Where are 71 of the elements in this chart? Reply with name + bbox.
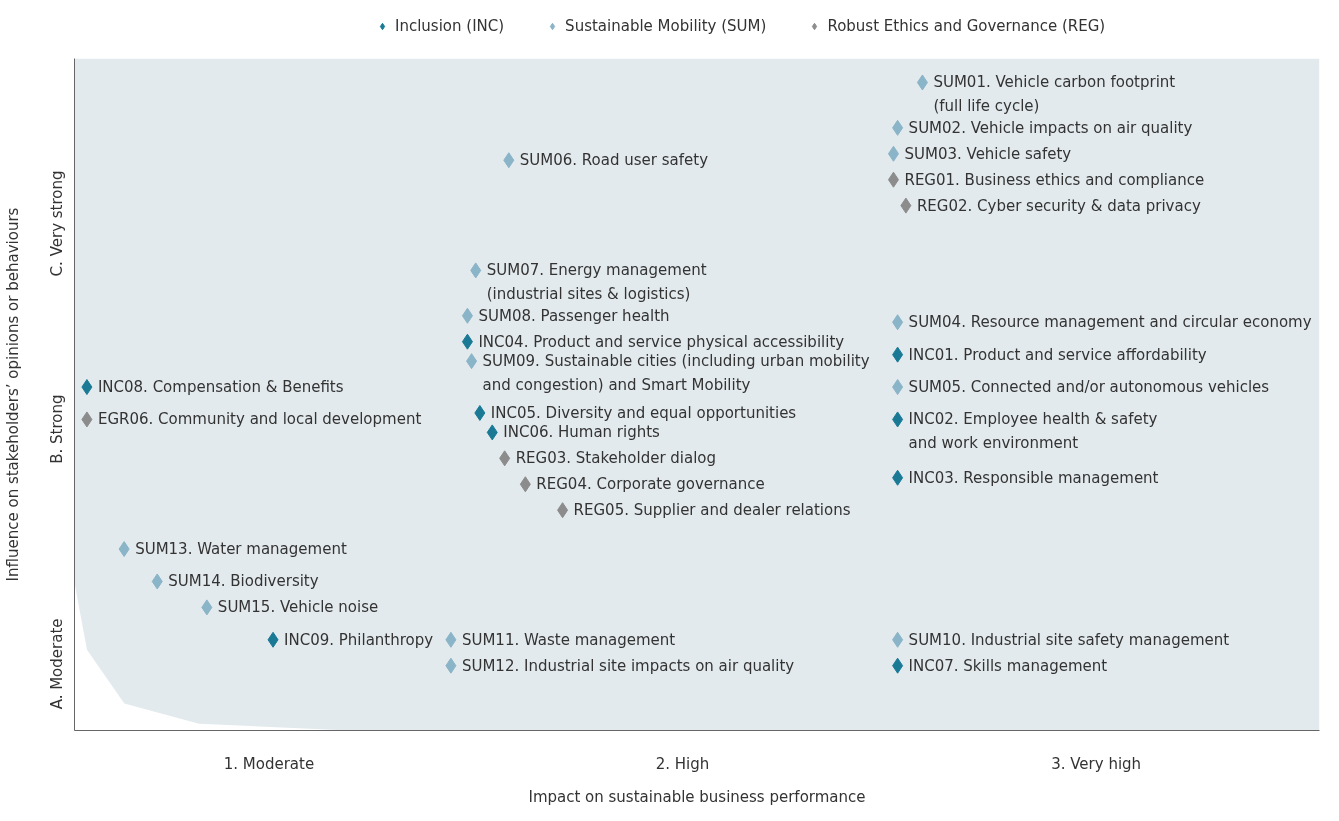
annotation: SUM07. Energy management (industrial sites & logistics) bbox=[486, 261, 707, 304]
annotation: INC04. Product and service physical accessibility bbox=[478, 332, 845, 351]
point bbox=[892, 346, 904, 363]
annotation: INC05. Diversity and equal opportunities bbox=[490, 403, 797, 422]
annotation: SUM10. Industrial site safety management bbox=[908, 630, 1230, 649]
point bbox=[892, 119, 904, 136]
annotation: REG01. Business ethics and compliance bbox=[904, 170, 1205, 189]
point bbox=[201, 599, 213, 616]
point bbox=[445, 657, 457, 674]
point bbox=[118, 541, 130, 558]
legend-label: Sustainable Mobility (SUM) bbox=[565, 17, 767, 35]
x-tick-label: 3. Very high bbox=[1051, 754, 1142, 773]
point bbox=[557, 502, 569, 519]
text: C. Very strong bbox=[47, 170, 66, 277]
point bbox=[892, 411, 904, 428]
point bbox=[892, 314, 904, 331]
point bbox=[887, 171, 899, 188]
annotation: SUM14. Biodiversity bbox=[168, 572, 319, 591]
annotation: INC08. Compensation & Benefits bbox=[97, 378, 344, 397]
annotation: SUM11. Waste management bbox=[461, 630, 676, 649]
point bbox=[81, 379, 93, 396]
annotation: INC06. Human rights bbox=[503, 423, 661, 442]
point bbox=[470, 262, 482, 279]
point bbox=[461, 307, 473, 324]
point bbox=[887, 145, 899, 162]
annotation: SUM02. Vehicle impacts on air quality bbox=[908, 118, 1193, 137]
point bbox=[486, 424, 498, 441]
point bbox=[892, 631, 904, 648]
point bbox=[892, 657, 904, 674]
point bbox=[267, 631, 279, 648]
point bbox=[81, 411, 93, 428]
annotation: INC09. Philanthropy bbox=[284, 630, 434, 649]
annotation: SUM12. Industrial site impacts on air quality bbox=[461, 656, 795, 675]
point bbox=[466, 353, 478, 370]
point bbox=[900, 197, 912, 214]
annotation: SUM05. Connected and/or autonomous vehicles bbox=[908, 378, 1270, 397]
annotation: INC02. Employee health & safety and work environment bbox=[908, 410, 1158, 453]
annotation: REG04. Corporate governance bbox=[536, 475, 765, 494]
annotation: SUM08. Passenger health bbox=[478, 306, 670, 325]
point bbox=[474, 404, 486, 421]
annotation: SUM01. Vehicle carbon footprint (full life cycle) bbox=[933, 73, 1176, 116]
annotation: SUM06. Road user safety bbox=[519, 151, 709, 170]
point bbox=[461, 333, 473, 350]
point bbox=[151, 573, 163, 590]
annotation: SUM04. Resource management and circular economy bbox=[908, 313, 1312, 332]
point bbox=[916, 74, 928, 91]
annotation: SUM09. Sustainable cities (including urban mobility and congestion) and Smart Mobility bbox=[482, 352, 870, 395]
annotation: SUM13. Water management bbox=[135, 540, 347, 559]
point bbox=[445, 631, 457, 648]
annotation: REG03. Stakeholder dialog bbox=[515, 449, 717, 468]
annotation: REG02. Cyber security & data privacy bbox=[916, 196, 1201, 215]
x-axis-title: Impact on sustainable business performance bbox=[528, 787, 866, 806]
point bbox=[892, 379, 904, 396]
annotation: INC03. Responsible management bbox=[908, 468, 1159, 487]
text: B. Strong bbox=[47, 394, 66, 464]
point bbox=[892, 469, 904, 486]
text: A. Moderate bbox=[47, 618, 66, 710]
annotation: INC07. Skills management bbox=[908, 656, 1108, 675]
annotation: EGR06. Community and local development bbox=[97, 410, 422, 429]
annotation: SUM15. Vehicle noise bbox=[217, 598, 379, 617]
legend-label: Robust Ethics and Governance (REG) bbox=[827, 17, 1106, 35]
y-axis-title: Influence on stakeholders’ opinions or behaviours bbox=[3, 207, 22, 582]
x-tick-label: 2. High bbox=[655, 754, 710, 773]
point bbox=[503, 152, 515, 169]
point bbox=[499, 450, 511, 467]
annotation: SUM03. Vehicle safety bbox=[904, 144, 1072, 163]
point bbox=[519, 476, 531, 493]
annotation: INC01. Product and service affordability bbox=[908, 345, 1207, 364]
legend-label: Inclusion (INC) bbox=[395, 17, 505, 35]
annotation: REG05. Supplier and dealer relations bbox=[573, 501, 851, 520]
x-tick-label: 1. Moderate bbox=[223, 754, 315, 773]
